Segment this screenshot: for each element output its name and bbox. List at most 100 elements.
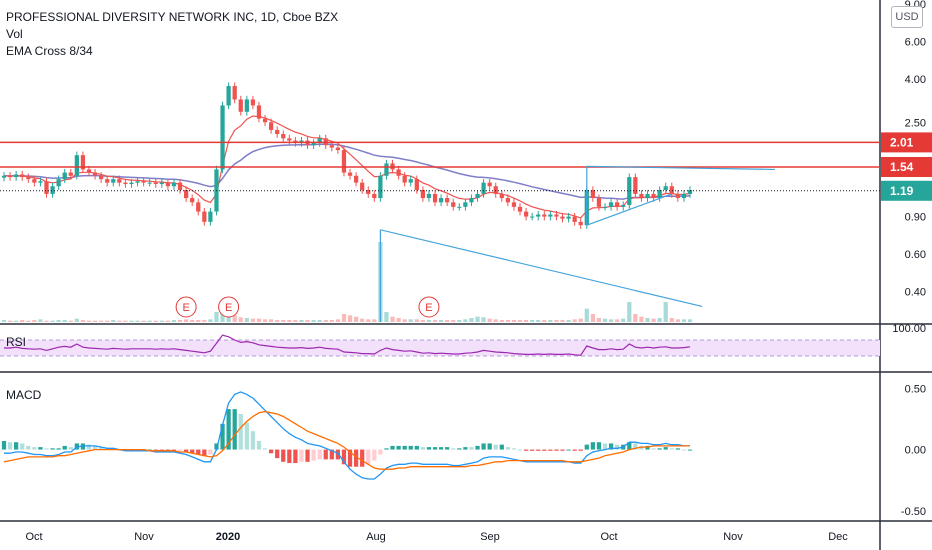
candle-body [681, 193, 687, 199]
candle-body [560, 216, 565, 219]
candle-body [426, 193, 432, 199]
candle-body [1, 175, 7, 178]
macd-axis-tick: 0.00 [905, 445, 926, 457]
candle-body [663, 186, 668, 191]
price-axis-tick: 0.60 [905, 249, 926, 261]
volume-bar [226, 314, 231, 322]
candle-body [74, 155, 79, 176]
macd-histogram-bar [669, 448, 674, 450]
volume-bar [596, 318, 602, 322]
volume-bar [511, 320, 517, 322]
volume-bar [432, 320, 438, 322]
volume-bar [244, 318, 249, 322]
macd-histogram-bar [493, 444, 498, 450]
volume-bar [99, 320, 104, 322]
candle-body [493, 186, 498, 194]
volume-bar [681, 319, 687, 322]
price-axis-tick: 6.00 [905, 36, 926, 48]
earnings-marker-circle [175, 296, 197, 318]
candle-body [627, 177, 632, 206]
volume-bar [341, 314, 347, 322]
macd-histogram-bar [262, 448, 268, 450]
volume-bar [438, 320, 444, 322]
candle-body [86, 169, 92, 173]
candle-body [615, 202, 620, 207]
candle-body [372, 193, 377, 199]
volume-bar [299, 320, 304, 322]
volume-bar [457, 320, 462, 322]
candle-body [123, 182, 128, 185]
volume-bar [323, 320, 328, 322]
macd-histogram-bar [572, 449, 577, 451]
volume-bar [190, 320, 195, 322]
candle-body [481, 182, 486, 194]
time-axis-tick: Nov [723, 531, 743, 543]
volume-bar [536, 320, 541, 322]
axes: 9.006.004.002.501.500.900.600.402.011.54… [25, 0, 932, 543]
volume-bar [687, 319, 693, 322]
candle-body [469, 198, 474, 203]
macd-histogram-bar [311, 449, 316, 461]
macd-histogram-bar [323, 449, 328, 460]
candle-body [56, 179, 61, 187]
volume-bar [530, 320, 535, 322]
volume-bar [578, 318, 583, 322]
volume-bar [311, 320, 316, 322]
volume-bar [627, 302, 632, 322]
candle-body [62, 172, 67, 180]
macd-histogram-bar [511, 448, 517, 450]
volume-bar [566, 320, 571, 322]
candle-body [414, 179, 419, 191]
candle-body [317, 138, 322, 143]
macd-histogram-bar [542, 449, 547, 451]
macd-histogram-bar [293, 449, 298, 464]
candle-body [463, 202, 468, 207]
candle-body [578, 221, 583, 226]
volume-bar [287, 320, 292, 322]
macd-histogram-bar [7, 442, 13, 450]
candles [1, 82, 693, 229]
macd-histogram-bar [548, 449, 553, 451]
volume-bar [426, 320, 432, 322]
volume-bar [463, 319, 468, 322]
earnings-marker-label: E [425, 302, 432, 314]
macd-histogram-bar [56, 448, 61, 450]
volume-bar [523, 320, 529, 322]
macd-histogram-bar [402, 445, 407, 450]
macd-histogram-bar [438, 447, 444, 450]
macd-histogram-bar [481, 443, 486, 450]
volume-bar [262, 319, 268, 322]
ema-lines [3, 115, 691, 219]
volume-bar [554, 320, 559, 322]
macd-histogram-bar [420, 447, 426, 450]
volume-bar [92, 320, 98, 322]
volume-bars [1, 242, 693, 322]
volume-bar [590, 314, 595, 322]
volume-bar [517, 320, 523, 322]
earnings-marker-label: E [225, 302, 232, 314]
volume-bar [129, 320, 134, 322]
candle-body [262, 118, 268, 123]
volume-bar [584, 308, 589, 322]
candle-body [220, 105, 225, 170]
macd-histogram-bar [451, 448, 456, 450]
candle-body [420, 190, 426, 199]
candle-body [554, 214, 559, 217]
volume-bar [275, 320, 280, 322]
time-axis-tick: Oct [25, 531, 42, 543]
candle-body [268, 122, 274, 130]
volume-bar [177, 320, 183, 322]
earnings-marker-circle [218, 296, 240, 318]
volume-bar [602, 318, 608, 322]
volume-bar [86, 320, 92, 322]
candle-body [244, 99, 249, 112]
macd-histogram-bar [675, 448, 680, 450]
currency-button[interactable]: USD [891, 6, 923, 28]
candle-body [438, 198, 444, 203]
macd-histogram-bar [627, 442, 632, 450]
volume-bar [390, 316, 395, 322]
candle-body [117, 179, 122, 183]
macd-histogram-bar [499, 444, 504, 450]
